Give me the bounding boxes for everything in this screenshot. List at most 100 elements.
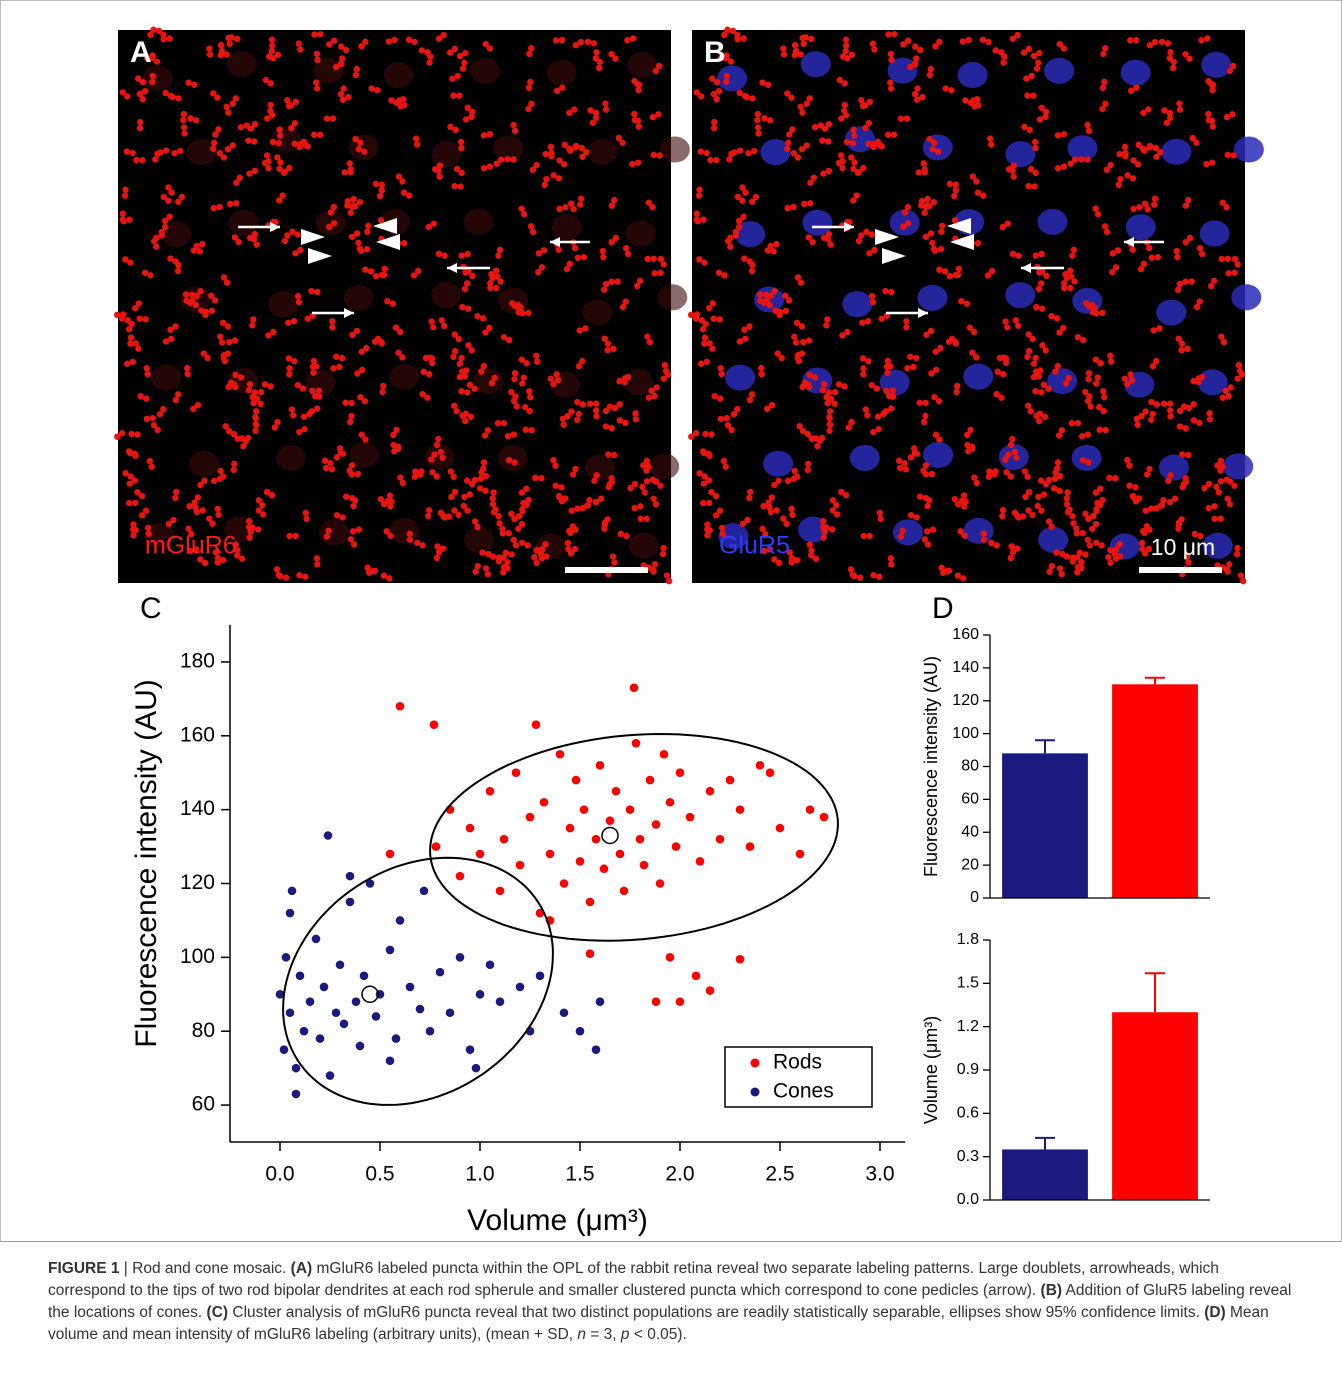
- puncta: [1037, 367, 1044, 374]
- puncta: [1124, 380, 1131, 388]
- point: [651, 997, 661, 1006]
- puncta: [550, 172, 557, 179]
- puncta: [1229, 62, 1237, 70]
- puncta: [149, 78, 156, 86]
- puncta: [1121, 143, 1129, 151]
- puncta: [428, 318, 435, 325]
- puncta: [663, 572, 671, 579]
- puncta: [1012, 317, 1020, 324]
- puncta: [1030, 360, 1038, 367]
- puncta: [858, 97, 865, 104]
- puncta: [1054, 362, 1062, 370]
- puncta: [342, 399, 349, 406]
- cone-blob: [1005, 141, 1036, 168]
- puncta: [168, 335, 175, 342]
- y-axis-label: Volume (μm³): [921, 1016, 941, 1124]
- puncta: [1021, 123, 1028, 131]
- puncta: [153, 243, 160, 250]
- puncta: [1093, 539, 1100, 546]
- puncta: [1085, 375, 1092, 383]
- puncta: [225, 383, 232, 391]
- puncta: [652, 67, 660, 75]
- puncta: [643, 515, 650, 522]
- puncta: [784, 90, 791, 97]
- puncta: [708, 431, 715, 438]
- puncta: [760, 502, 767, 510]
- puncta: [746, 323, 753, 330]
- puncta: [144, 370, 151, 378]
- puncta: [482, 329, 489, 336]
- puncta: [837, 152, 845, 159]
- puncta: [136, 124, 144, 132]
- puncta: [780, 515, 787, 522]
- puncta: [775, 559, 783, 567]
- puncta: [649, 113, 657, 121]
- x-tick-label: 3.0: [865, 1163, 894, 1186]
- puncta: [715, 87, 723, 95]
- puncta: [482, 40, 489, 48]
- puncta: [510, 156, 517, 163]
- puncta: [1184, 345, 1191, 353]
- puncta: [650, 255, 657, 262]
- puncta: [1009, 435, 1016, 443]
- puncta: [445, 513, 453, 520]
- caption-label: FIGURE 1: [48, 1260, 120, 1277]
- puncta: [1063, 553, 1071, 560]
- puncta: [610, 345, 617, 353]
- puncta: [123, 360, 131, 367]
- puncta: [430, 220, 438, 227]
- y-tick-label: 160: [180, 723, 215, 746]
- puncta: [379, 388, 386, 396]
- puncta: [144, 524, 152, 532]
- puncta: [242, 437, 250, 444]
- puncta: [602, 423, 610, 430]
- puncta: [462, 116, 470, 123]
- puncta: [390, 441, 397, 449]
- puncta: [741, 326, 748, 333]
- puncta: [555, 492, 563, 500]
- puncta: [973, 354, 980, 361]
- puncta: [1224, 255, 1231, 262]
- puncta: [148, 463, 155, 470]
- puncta: [128, 430, 135, 438]
- puncta: [829, 497, 837, 504]
- puncta: [701, 340, 708, 347]
- puncta: [616, 417, 624, 424]
- puncta: [430, 324, 437, 331]
- puncta: [615, 134, 623, 142]
- puncta: [1215, 489, 1223, 496]
- puncta: [1083, 300, 1090, 307]
- puncta: [1167, 114, 1174, 122]
- cone-blob: [889, 209, 920, 236]
- puncta: [167, 326, 174, 333]
- puncta: [1060, 324, 1067, 332]
- puncta: [274, 51, 282, 58]
- puncta: [788, 505, 795, 513]
- puncta: [1027, 407, 1034, 415]
- puncta: [847, 566, 855, 573]
- puncta: [426, 354, 433, 361]
- puncta: [143, 365, 150, 372]
- y-tick-label: 0.6: [957, 1105, 979, 1122]
- puncta: [1235, 361, 1243, 369]
- puncta: [1176, 423, 1184, 430]
- puncta: [295, 298, 303, 306]
- puncta: [424, 394, 431, 401]
- puncta: [479, 315, 487, 322]
- puncta: [709, 300, 717, 307]
- puncta: [457, 138, 465, 146]
- puncta: [431, 166, 439, 173]
- point: [295, 971, 305, 981]
- puncta: [1211, 503, 1218, 510]
- puncta: [759, 525, 766, 532]
- puncta: [1042, 113, 1049, 121]
- point: [565, 823, 575, 833]
- puncta: [193, 292, 200, 300]
- puncta: [575, 362, 583, 370]
- puncta: [1226, 501, 1234, 508]
- puncta: [561, 141, 568, 149]
- puncta: [635, 86, 642, 94]
- puncta: [1196, 244, 1204, 252]
- point: [585, 897, 595, 907]
